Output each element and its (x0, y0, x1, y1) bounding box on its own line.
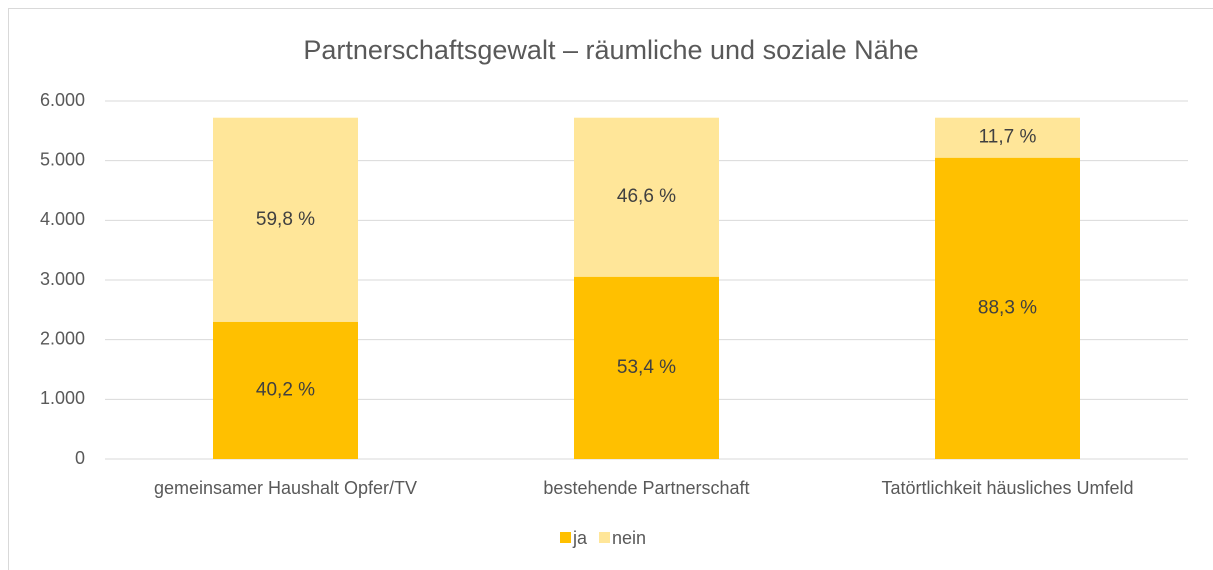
data-label: 53,4 % (617, 357, 676, 378)
legend-label: ja (572, 528, 588, 548)
data-label: 11,7 % (979, 127, 1037, 148)
legend-swatch (599, 532, 611, 543)
bar-segment (213, 117, 358, 322)
x-tick-label: Tatörtlichkeit häusliches Umfeld (881, 478, 1133, 498)
y-tick-label: 5.000 (40, 149, 85, 169)
y-tick-label: 6.000 (40, 90, 85, 110)
bar-segment (935, 157, 1080, 459)
bar-segment (213, 321, 358, 459)
bar-segment (574, 117, 719, 277)
y-tick-label: 0 (75, 448, 85, 468)
y-tick-label: 1.000 (40, 388, 85, 408)
x-tick-label: gemeinsamer Haushalt Opfer/TV (154, 478, 417, 498)
y-tick-label: 4.000 (40, 209, 85, 229)
data-label: 40,2 % (256, 379, 315, 400)
chart-title: Partnerschaftsgewalt – räumliche und soz… (303, 35, 918, 65)
legend-swatch (560, 532, 571, 543)
x-tick-label: bestehende Partnerschaft (543, 478, 749, 498)
y-tick-label: 3.000 (40, 269, 85, 289)
y-tick-label: 2.000 (40, 328, 85, 348)
data-label: 88,3 % (978, 297, 1037, 318)
data-label: 46,6 % (617, 186, 676, 207)
data-label: 59,8 % (256, 209, 315, 230)
bar-segment (574, 276, 719, 459)
legend-label: nein (612, 528, 646, 548)
bar-segment (935, 117, 1080, 158)
